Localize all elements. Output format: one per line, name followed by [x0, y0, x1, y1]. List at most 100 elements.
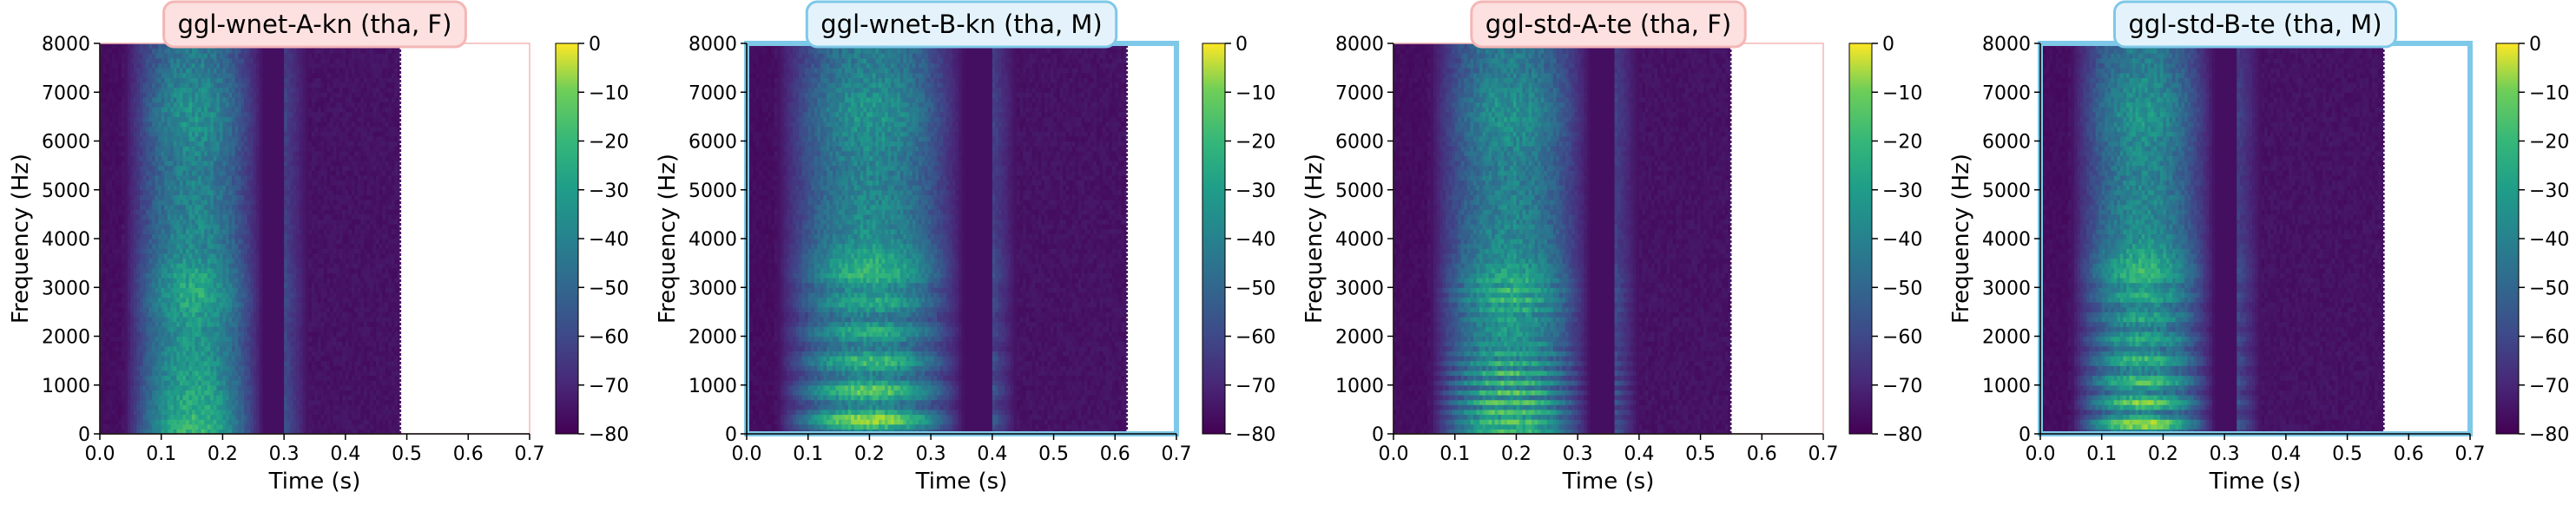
- heatmap-cell: [268, 185, 273, 191]
- heatmap-cell: [194, 92, 199, 98]
- heatmap-cell: [287, 141, 291, 147]
- heatmap-cell: [234, 278, 239, 284]
- heatmap-cell: [115, 180, 119, 186]
- heatmap-cell: [136, 423, 141, 430]
- heatmap-cell: [247, 102, 251, 108]
- heatmap-cell: [232, 248, 236, 254]
- heatmap-cell: [188, 409, 193, 416]
- heatmap-cell: [225, 135, 230, 142]
- heatmap-cell: [106, 390, 110, 396]
- heatmap-cell: [280, 72, 285, 78]
- heatmap-cell: [238, 53, 242, 59]
- heatmap-cell: [265, 341, 270, 347]
- heatmap-cell: [158, 267, 162, 273]
- heatmap-cell: [173, 107, 177, 113]
- heatmap-cell: [259, 189, 263, 195]
- heatmap-cell: [115, 395, 119, 401]
- heatmap-cell: [268, 200, 273, 206]
- heatmap-cell: [247, 282, 251, 288]
- heatmap-cell: [136, 116, 141, 122]
- heatmap-cell: [278, 395, 282, 401]
- heatmap-cell: [155, 360, 159, 366]
- heatmap-cell: [173, 185, 177, 191]
- heatmap-cell: [127, 233, 131, 239]
- heatmap-cell: [158, 146, 162, 152]
- heatmap-cell: [112, 297, 116, 303]
- heatmap-cell: [250, 126, 254, 132]
- heatmap-cell: [272, 287, 276, 293]
- heatmap-cell: [228, 53, 233, 59]
- heatmap-cell: [207, 116, 211, 122]
- heatmap-cell: [164, 404, 168, 410]
- heatmap-cell: [161, 82, 165, 89]
- heatmap-cell: [152, 68, 156, 74]
- heatmap-cell: [136, 111, 141, 117]
- heatmap-cell: [170, 189, 175, 195]
- heatmap-cell: [272, 165, 276, 171]
- heatmap-cell: [127, 204, 131, 210]
- heatmap-cell: [238, 131, 242, 137]
- heatmap-cell: [244, 380, 248, 386]
- heatmap-cell: [278, 399, 282, 405]
- heatmap-cell: [194, 365, 199, 371]
- heatmap-cell: [179, 267, 184, 273]
- heatmap-cell: [176, 116, 181, 122]
- heatmap-cell: [250, 345, 254, 351]
- heatmap-cell: [287, 96, 291, 103]
- heatmap-cell: [186, 336, 190, 342]
- heatmap-cell: [158, 68, 162, 74]
- heatmap-cell: [287, 224, 291, 230]
- heatmap-cell: [240, 102, 245, 108]
- heatmap-cell: [225, 62, 230, 69]
- heatmap-cell: [198, 248, 202, 254]
- heatmap-cell: [146, 341, 150, 347]
- heatmap-cell: [232, 399, 236, 405]
- heatmap-cell: [207, 370, 211, 377]
- heatmap-cell: [170, 48, 175, 54]
- heatmap-cell: [287, 375, 291, 381]
- heatmap-cell: [194, 189, 199, 195]
- heatmap-cell: [167, 321, 171, 327]
- heatmap-cell: [272, 326, 276, 332]
- heatmap-cell: [225, 248, 230, 254]
- heatmap-cell: [274, 297, 279, 303]
- heatmap-cell: [133, 131, 138, 137]
- heatmap-cell: [179, 390, 184, 396]
- heatmap-cell: [112, 287, 116, 293]
- heatmap-cell: [133, 404, 138, 410]
- heatmap-cell: [186, 351, 190, 357]
- heatmap-cell: [109, 155, 113, 161]
- heatmap-cell: [253, 219, 257, 225]
- heatmap-cell: [228, 57, 233, 64]
- heatmap-cell: [124, 267, 128, 273]
- heatmap-cell: [247, 135, 251, 142]
- heatmap-cell: [130, 395, 135, 401]
- heatmap-cell: [272, 423, 276, 430]
- heatmap-cell: [146, 77, 150, 83]
- heatmap-cell: [240, 57, 245, 64]
- heatmap-cell: [136, 292, 141, 298]
- heatmap-cell: [219, 326, 224, 332]
- heatmap-cell: [112, 180, 116, 186]
- heatmap-cell: [240, 263, 245, 269]
- heatmap-cell: [194, 68, 199, 74]
- heatmap-cell: [201, 165, 205, 171]
- heatmap-cell: [213, 224, 217, 230]
- heatmap-cell: [207, 356, 211, 362]
- heatmap-cell: [265, 380, 270, 386]
- heatmap-cell: [188, 126, 193, 132]
- heatmap-cell: [204, 258, 208, 264]
- heatmap-cell: [161, 321, 165, 327]
- heatmap-cell: [213, 380, 217, 386]
- heatmap-cell: [222, 409, 227, 416]
- heatmap-cell: [136, 43, 141, 49]
- heatmap-cell: [146, 267, 150, 273]
- heatmap-cell: [179, 317, 184, 323]
- heatmap-cell: [284, 287, 288, 293]
- heatmap-cell: [142, 356, 147, 362]
- heatmap-cell: [152, 170, 156, 176]
- heatmap-cell: [278, 287, 282, 293]
- heatmap-cell: [158, 336, 162, 342]
- heatmap-cell: [136, 321, 141, 327]
- heatmap-cell: [210, 252, 214, 259]
